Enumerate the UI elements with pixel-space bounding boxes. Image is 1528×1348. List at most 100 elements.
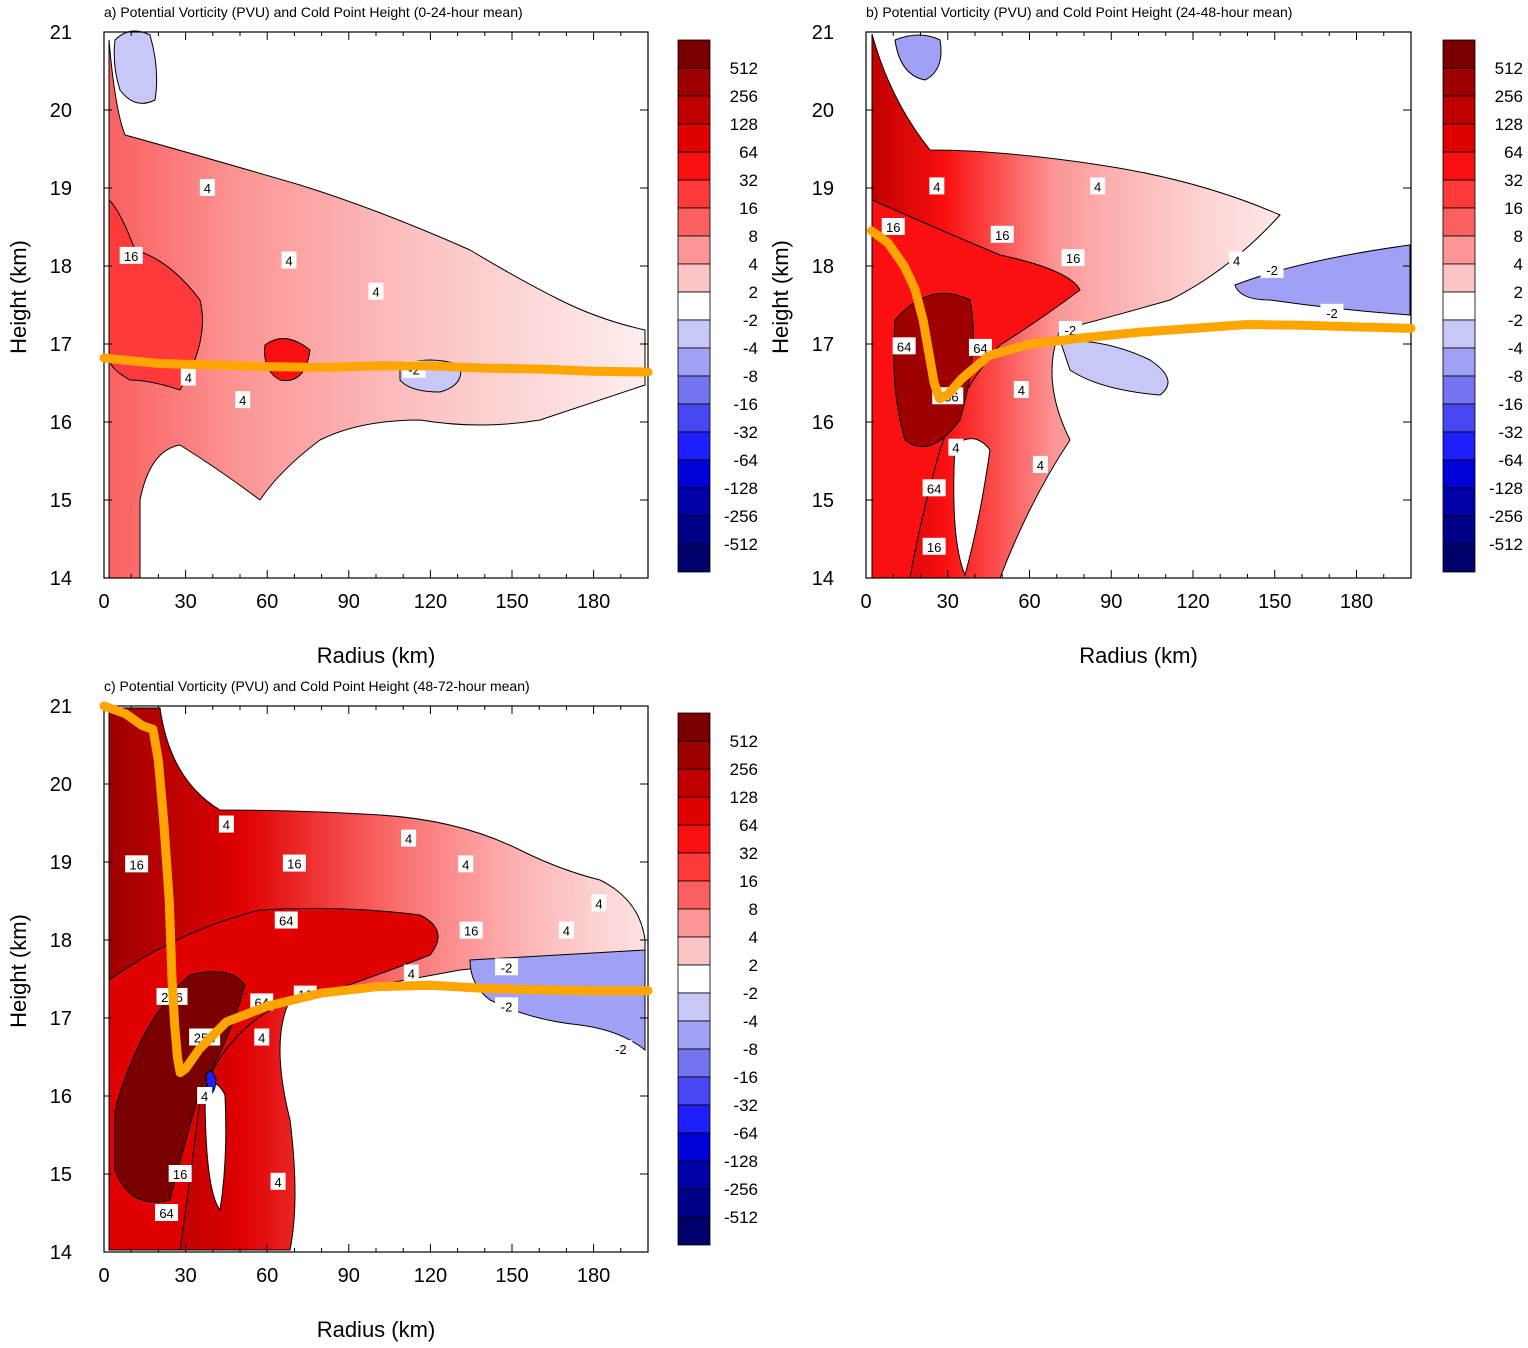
colorbar-label: 256 bbox=[730, 760, 758, 779]
x-tick-label: 180 bbox=[577, 1265, 610, 1287]
contour-label-bg bbox=[591, 894, 607, 912]
colorbar-label: -4 bbox=[743, 1012, 758, 1031]
panel-b: b) Potential Vorticity (PVU) and Cold Po… bbox=[768, 4, 1416, 668]
colorbar-swatch bbox=[677, 319, 711, 349]
panel-b-pv-gap bbox=[953, 438, 991, 577]
colorbar-swatch bbox=[677, 95, 711, 125]
colorbar-swatch bbox=[677, 403, 711, 433]
colorbar-label: -4 bbox=[743, 339, 758, 358]
contour-label-bg bbox=[558, 921, 574, 939]
y-tick-label: 14 bbox=[812, 568, 834, 590]
colorbar-swatch bbox=[1442, 431, 1476, 461]
contour-label-bg bbox=[274, 911, 298, 929]
colorbar-swatch bbox=[677, 67, 711, 97]
contour-label: -2 bbox=[615, 1042, 627, 1057]
panel-c-pv-region bbox=[108, 707, 646, 1251]
colorbar-label: 4 bbox=[749, 928, 758, 947]
contour-label: 64 bbox=[159, 1206, 173, 1221]
colorbar-label: 16 bbox=[1504, 199, 1523, 218]
panel-b-pv-negative bbox=[1234, 244, 1411, 316]
contour-label-bg bbox=[282, 854, 306, 872]
contour-label: 16 bbox=[1066, 251, 1080, 266]
colorbar-swatch bbox=[1442, 459, 1476, 489]
x-tick-label: 120 bbox=[1176, 591, 1209, 613]
contour-label: 4 bbox=[204, 181, 211, 196]
y-tick-label: 14 bbox=[50, 568, 72, 590]
panel-a: a) Potential Vorticity (PVU) and Cold Po… bbox=[6, 4, 653, 668]
contour-label: 16 bbox=[464, 924, 478, 939]
panel-b-pv-negative-2 bbox=[1059, 339, 1169, 396]
contour-label: -2 bbox=[501, 999, 513, 1014]
colorbar-swatch bbox=[677, 712, 711, 742]
contour-label-bg bbox=[990, 225, 1014, 243]
contour-label: 16 bbox=[287, 857, 301, 872]
colorbar-swatch bbox=[677, 291, 711, 321]
colorbar-label: -64 bbox=[733, 1124, 758, 1143]
colorbar-swatch bbox=[677, 1076, 711, 1106]
contour-label: 16 bbox=[173, 1167, 187, 1182]
y-tick-label: 18 bbox=[50, 930, 72, 952]
panel-a-axes: 0 30 60 90 120 150 180 14 15 16 17 18 19 20 21 Radius (… bbox=[6, 22, 649, 668]
x-tick-label: 90 bbox=[1100, 591, 1122, 613]
colorbar-label: -16 bbox=[733, 1068, 758, 1087]
colorbar-swatch bbox=[677, 39, 711, 69]
contour-label: 64 bbox=[279, 914, 293, 929]
panel-c-title: c) Potential Vorticity (PVU) and Cold Po… bbox=[104, 678, 530, 694]
colorbar-swatch bbox=[1442, 67, 1476, 97]
colorbar-swatch bbox=[677, 1048, 711, 1078]
x-axis-label: Radius (km) bbox=[317, 643, 436, 668]
contour-label-bg bbox=[197, 1087, 213, 1104]
contour-label-bg bbox=[1032, 455, 1048, 473]
contour-label-bg bbox=[458, 855, 474, 873]
colorbar-label: 16 bbox=[739, 872, 758, 891]
colorbar-label: -2 bbox=[1508, 311, 1523, 330]
contour-label: 4 bbox=[952, 441, 959, 456]
contour-label: 4 bbox=[274, 1175, 281, 1190]
colorbar-swatch bbox=[677, 1020, 711, 1050]
y-tick-label: 17 bbox=[50, 334, 72, 356]
colorbar-label: -128 bbox=[1489, 479, 1523, 498]
colorbar-label: 64 bbox=[739, 143, 758, 162]
colorbar-label: 128 bbox=[1495, 115, 1523, 134]
x-tick-label: 60 bbox=[256, 591, 278, 613]
colorbar-a: 512 256 128 64 32 16 8 4 2 -2 -4 -8 -16 -32 -64 -128 -25… bbox=[677, 39, 758, 573]
contour-label-bg bbox=[281, 251, 297, 269]
colorbar-label: 2 bbox=[749, 283, 758, 302]
y-tick-label: 20 bbox=[812, 100, 834, 122]
colorbar-swatch bbox=[1442, 263, 1476, 293]
colorbar-swatch bbox=[1442, 515, 1476, 545]
colorbar-swatch bbox=[1442, 207, 1476, 237]
contour-label-bg bbox=[368, 282, 384, 300]
contour-label-bg bbox=[168, 1165, 192, 1182]
contour-label: 4 bbox=[239, 393, 246, 408]
contour-label-bg bbox=[929, 177, 945, 195]
x-tick-label: 180 bbox=[577, 591, 610, 613]
cold-point-height-line bbox=[99, 353, 653, 377]
x-tick-label: 0 bbox=[860, 591, 871, 613]
x-tick-label: 180 bbox=[1340, 591, 1373, 613]
cold-point-height-line bbox=[866, 226, 1416, 404]
y-tick-label: 18 bbox=[812, 256, 834, 278]
contour-label: 4 bbox=[595, 896, 602, 911]
colorbar-label: -32 bbox=[733, 423, 758, 442]
x-tick-label: 30 bbox=[174, 591, 196, 613]
colorbar-label: 64 bbox=[1504, 143, 1523, 162]
colorbar-label: -256 bbox=[1489, 507, 1523, 526]
colorbar-swatch bbox=[1442, 235, 1476, 265]
colorbar-swatch bbox=[677, 123, 711, 153]
colorbar-swatch bbox=[677, 207, 711, 237]
x-tick-label: 120 bbox=[414, 591, 447, 613]
contour-label: 4 bbox=[462, 857, 469, 872]
contour-label: 64 bbox=[927, 481, 941, 496]
colorbar-label: -512 bbox=[724, 1208, 758, 1227]
contour-label: 64 bbox=[897, 339, 911, 354]
colorbar-label: -8 bbox=[743, 1040, 758, 1059]
x-tick-label: 150 bbox=[1258, 591, 1291, 613]
x-tick-label: 30 bbox=[174, 1265, 196, 1287]
colorbar-swatch bbox=[677, 880, 711, 910]
contour-label-bg bbox=[199, 179, 215, 196]
colorbar-label: -256 bbox=[724, 1180, 758, 1199]
colorbar-label: -16 bbox=[733, 395, 758, 414]
contour-label: -2 bbox=[1065, 323, 1077, 338]
contour-label-bg bbox=[459, 921, 483, 939]
